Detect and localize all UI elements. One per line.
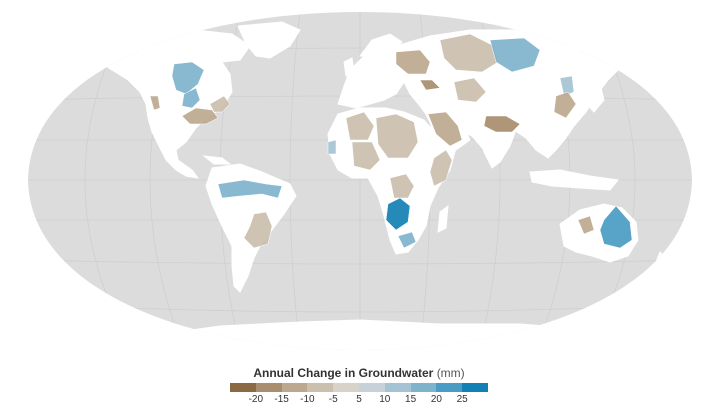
legend-title: Annual Change in Groundwater (mm) bbox=[230, 366, 488, 380]
region-okavango bbox=[385, 197, 411, 231]
legend-unit: (mm) bbox=[436, 366, 465, 380]
legend-swatch bbox=[436, 383, 463, 392]
groundwater-regions bbox=[149, 33, 633, 249]
region-yakutia bbox=[559, 75, 575, 97]
region-congo bbox=[389, 173, 415, 199]
groundwater-world-map bbox=[28, 12, 692, 350]
madagascar bbox=[437, 204, 449, 233]
region-california bbox=[149, 95, 161, 111]
north-america bbox=[99, 29, 251, 179]
legend-tick-label: -15 bbox=[274, 394, 289, 405]
region-sahara-northwest bbox=[345, 111, 375, 141]
region-east-africa bbox=[429, 149, 453, 187]
region-sahara-central bbox=[375, 113, 419, 159]
legend-tick-label: 20 bbox=[430, 394, 442, 405]
legend-tick-label: -5 bbox=[328, 394, 338, 405]
region-black-sea-southern-russia bbox=[419, 79, 441, 91]
region-eastern-us bbox=[209, 95, 231, 113]
greenland bbox=[237, 21, 301, 59]
region-southern-africa bbox=[397, 231, 417, 249]
region-great-plains-north bbox=[181, 87, 201, 109]
region-libya-egypt bbox=[351, 141, 381, 171]
legend-swatch bbox=[410, 383, 437, 392]
scandinavia bbox=[359, 33, 403, 59]
legend-swatch bbox=[307, 383, 334, 392]
legend-swatch bbox=[462, 383, 488, 392]
legend: Annual Change in Groundwater (mm) -20 -15… bbox=[230, 366, 488, 406]
region-mississippi-south bbox=[181, 107, 219, 125]
region-arabia bbox=[427, 111, 463, 147]
legend-swatch bbox=[281, 383, 308, 392]
region-guarani-south-america bbox=[243, 211, 273, 249]
region-central-siberia bbox=[489, 37, 541, 73]
region-north-india bbox=[483, 115, 521, 133]
legend-color-bar bbox=[230, 383, 488, 392]
region-amazon bbox=[217, 179, 283, 199]
legend-swatch bbox=[358, 383, 385, 392]
legend-tick-label: -10 bbox=[300, 394, 315, 405]
region-alberta-canada bbox=[171, 61, 205, 95]
legend-tick-label: 5 bbox=[356, 394, 362, 405]
caribbean bbox=[202, 155, 232, 165]
legend-swatch bbox=[255, 383, 282, 392]
legend-tick-label: 25 bbox=[456, 394, 468, 405]
japan bbox=[587, 83, 605, 113]
legend-swatch bbox=[333, 383, 359, 392]
region-western-siberia bbox=[439, 33, 499, 73]
legend-swatch bbox=[230, 383, 256, 392]
indonesia bbox=[529, 169, 619, 191]
region-europe-baltic bbox=[395, 49, 431, 75]
legend-ticks: -20 -15 -10 -5 5 10 15 20 25 bbox=[230, 394, 488, 406]
region-west-africa bbox=[327, 139, 337, 155]
legend-swatch bbox=[384, 383, 411, 392]
region-north-china bbox=[553, 91, 577, 119]
region-east-australia bbox=[599, 205, 633, 249]
legend-tick-label: 15 bbox=[405, 394, 417, 405]
region-west-australia bbox=[577, 215, 595, 235]
legend-title-text: Annual Change in Groundwater bbox=[253, 366, 434, 380]
legend-tick-label: -20 bbox=[248, 394, 264, 405]
region-kazakhstan bbox=[453, 77, 487, 103]
uk bbox=[343, 57, 355, 77]
legend-tick-label: 10 bbox=[379, 394, 391, 405]
